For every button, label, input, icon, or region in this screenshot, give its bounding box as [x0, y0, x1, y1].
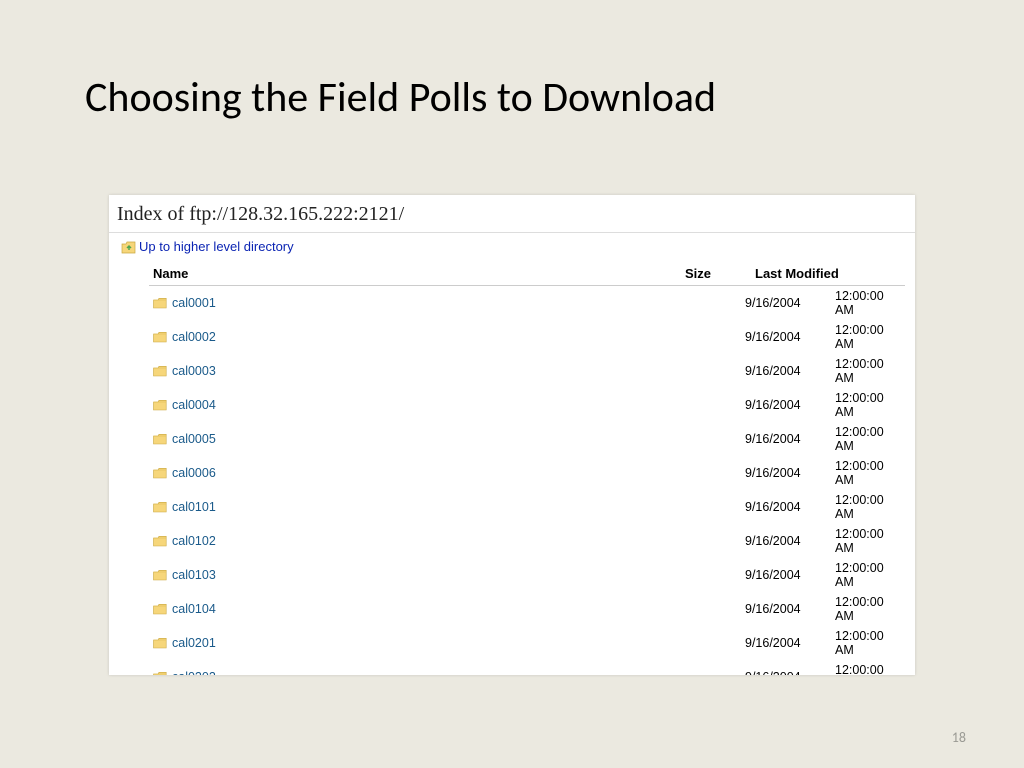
folder-link[interactable]: cal0101	[172, 500, 216, 514]
folder-icon	[153, 297, 167, 309]
row-time: 12:00:00 AM	[825, 425, 905, 453]
folder-icon	[153, 569, 167, 581]
table-row: cal0004 9/16/2004 12:00:00 AM	[149, 388, 905, 422]
row-time: 12:00:00 AM	[825, 323, 905, 351]
row-time: 12:00:00 AM	[825, 527, 905, 555]
folder-icon	[153, 535, 167, 547]
page-number: 18	[952, 729, 966, 746]
table-row: cal0202 9/16/2004 12:00:00 AM	[149, 660, 905, 675]
index-title: Index of ftp://128.32.165.222:2121/	[109, 195, 915, 232]
folder-icon	[153, 331, 167, 343]
folder-link[interactable]: cal0006	[172, 466, 216, 480]
row-date: 9/16/2004	[745, 636, 825, 650]
folder-link[interactable]: cal0102	[172, 534, 216, 548]
folder-link[interactable]: cal0103	[172, 568, 216, 582]
up-directory-link[interactable]: Up to higher level directory	[109, 237, 915, 260]
up-folder-icon	[121, 241, 135, 253]
folder-icon	[153, 365, 167, 377]
row-time: 12:00:00 AM	[825, 493, 905, 521]
row-date: 9/16/2004	[745, 534, 825, 548]
folder-icon	[153, 433, 167, 445]
row-date: 9/16/2004	[745, 500, 825, 514]
row-date: 9/16/2004	[745, 670, 825, 675]
row-date: 9/16/2004	[745, 296, 825, 310]
ftp-listing-window: Index of ftp://128.32.165.222:2121/ Up t…	[109, 195, 915, 675]
row-date: 9/16/2004	[745, 330, 825, 344]
table-row: cal0101 9/16/2004 12:00:00 AM	[149, 490, 905, 524]
table-row: cal0006 9/16/2004 12:00:00 AM	[149, 456, 905, 490]
column-header-size[interactable]: Size	[685, 266, 745, 281]
row-date: 9/16/2004	[745, 568, 825, 582]
table-row: cal0201 9/16/2004 12:00:00 AM	[149, 626, 905, 660]
folder-link[interactable]: cal0001	[172, 296, 216, 310]
folder-link[interactable]: cal0104	[172, 602, 216, 616]
table-row: cal0102 9/16/2004 12:00:00 AM	[149, 524, 905, 558]
folder-link[interactable]: cal0003	[172, 364, 216, 378]
folder-link[interactable]: cal0005	[172, 432, 216, 446]
table-row: cal0103 9/16/2004 12:00:00 AM	[149, 558, 905, 592]
folder-icon	[153, 399, 167, 411]
table-row: cal0104 9/16/2004 12:00:00 AM	[149, 592, 905, 626]
table-row: cal0005 9/16/2004 12:00:00 AM	[149, 422, 905, 456]
folder-icon	[153, 603, 167, 615]
row-time: 12:00:00 AM	[825, 391, 905, 419]
row-time: 12:00:00 AM	[825, 289, 905, 317]
row-date: 9/16/2004	[745, 364, 825, 378]
directory-listing: Name Size Last Modified cal0001 9/16/200…	[109, 260, 915, 675]
table-row: cal0002 9/16/2004 12:00:00 AM	[149, 320, 905, 354]
up-directory-label: Up to higher level directory	[139, 239, 294, 254]
row-time: 12:00:00 AM	[825, 663, 905, 675]
row-time: 12:00:00 AM	[825, 595, 905, 623]
row-time: 12:00:00 AM	[825, 459, 905, 487]
slide-title: Choosing the Field Polls to Download	[85, 72, 716, 123]
row-date: 9/16/2004	[745, 602, 825, 616]
table-row: cal0003 9/16/2004 12:00:00 AM	[149, 354, 905, 388]
folder-link[interactable]: cal0004	[172, 398, 216, 412]
column-header-modified[interactable]: Last Modified	[745, 266, 905, 281]
folder-link[interactable]: cal0202	[172, 670, 216, 675]
row-date: 9/16/2004	[745, 466, 825, 480]
divider	[109, 232, 915, 233]
table-row: cal0001 9/16/2004 12:00:00 AM	[149, 286, 905, 320]
folder-icon	[153, 501, 167, 513]
folder-icon	[153, 637, 167, 649]
row-date: 9/16/2004	[745, 398, 825, 412]
column-header-name[interactable]: Name	[149, 266, 685, 281]
row-time: 12:00:00 AM	[825, 561, 905, 589]
listing-header: Name Size Last Modified	[149, 260, 905, 286]
row-time: 12:00:00 AM	[825, 357, 905, 385]
folder-link[interactable]: cal0002	[172, 330, 216, 344]
row-time: 12:00:00 AM	[825, 629, 905, 657]
folder-icon	[153, 467, 167, 479]
folder-icon	[153, 671, 167, 675]
row-date: 9/16/2004	[745, 432, 825, 446]
folder-link[interactable]: cal0201	[172, 636, 216, 650]
